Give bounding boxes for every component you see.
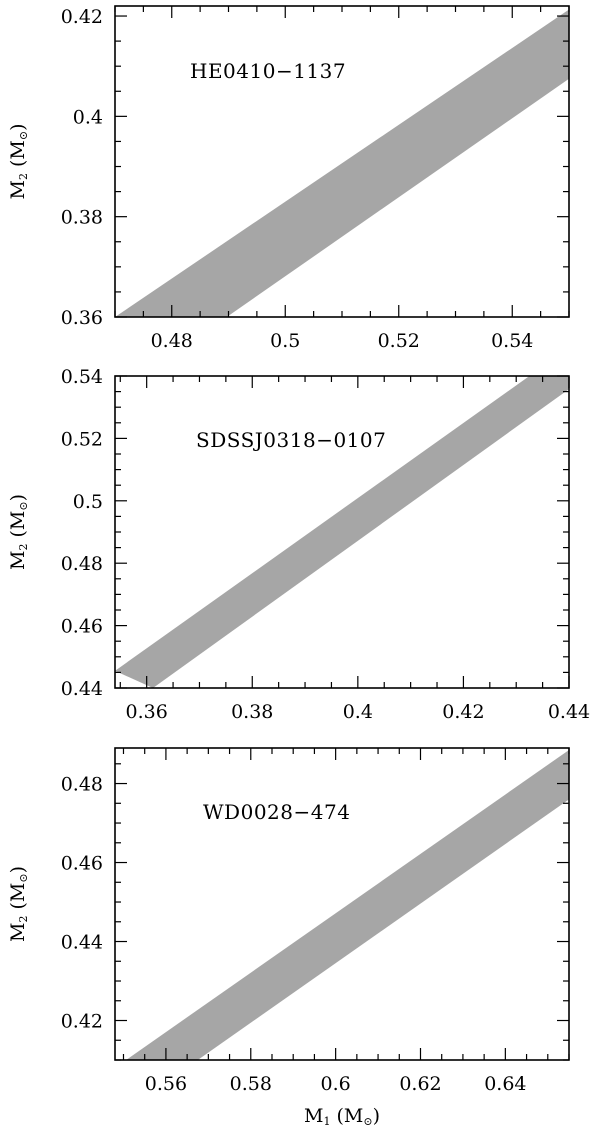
y-tick-label: 0.5 (73, 491, 103, 513)
plot-frame (114, 375, 570, 689)
panel-3: 0.56 0.58 0.6 0.62 0.64 0.42 0.44 0.46 0.48 WD002… (7, 747, 570, 1128)
axis-title-part: ) (373, 1105, 380, 1127)
y-tick-label: 0.44 (61, 678, 103, 700)
axis-title-part: ) (7, 123, 29, 130)
x-tick-label: 0.6 (321, 1073, 351, 1095)
x-tick-label: 0.42 (442, 701, 484, 723)
y-tick-label: 0.48 (61, 774, 103, 796)
y-tick-label: 0.54 (61, 366, 103, 388)
plot-frame (114, 5, 570, 318)
y-axis-title: M2 (M⊙) (7, 123, 30, 199)
y-tick-label: 0.38 (61, 207, 103, 229)
panel-2: 0.36 0.38 0.4 0.42 0.44 0.44 0.46 0.48 0.5 0.52 0.… (7, 366, 590, 723)
star-name-label: SDSSJ0318−0107 (196, 428, 386, 452)
y-tick-label: 0.44 (61, 932, 103, 954)
axis-title-part: ⊙ (17, 873, 30, 882)
x-tick-label: 0.4 (343, 701, 373, 723)
axis-title-part: ⊙ (17, 501, 30, 510)
x-tick-label: 0.62 (399, 1073, 441, 1095)
y-axis-title: M2 (M⊙) (7, 866, 30, 942)
x-tick-label: 0.56 (145, 1073, 187, 1095)
axis-title-part: 2 (17, 916, 30, 923)
x-tick-label: 0.5 (270, 330, 300, 352)
x-tick-label: 0.44 (548, 701, 590, 723)
axis-title-part: M (7, 180, 29, 199)
x-tick-label: 0.36 (126, 701, 168, 723)
y-tick-label: 0.4 (73, 106, 103, 128)
mass-band (115, 376, 569, 688)
y-tick-label: 0.48 (61, 553, 103, 575)
y-axis-title: M2 (M⊙) (7, 494, 30, 570)
x-axis-title: M1 (M⊙) (304, 1105, 380, 1128)
axis-title-part: ⊙ (363, 1115, 372, 1128)
axis-title-part: (M (7, 140, 29, 173)
y-tick-label: 0.46 (61, 616, 103, 638)
y-tick-label: 0.36 (61, 307, 103, 329)
axis-title-part: (M (7, 511, 29, 544)
axis-title-part: 1 (323, 1115, 330, 1128)
plot-frame (114, 747, 570, 1061)
axis-title-part: M (7, 551, 29, 570)
x-tick-label: 0.52 (378, 330, 420, 352)
y-tick-label: 0.46 (61, 853, 103, 875)
axis-title-part: ⊙ (17, 131, 30, 140)
axis-title-part: ) (7, 866, 29, 873)
y-tick-label: 0.42 (61, 1011, 103, 1033)
axis-title-part: M (7, 923, 29, 942)
axis-title-part: ) (7, 494, 29, 501)
axis-title-part: 2 (17, 173, 30, 180)
x-tick-label: 0.64 (484, 1073, 526, 1095)
star-name-label: HE0410−1137 (190, 59, 346, 83)
axis-title-part: M (304, 1105, 323, 1127)
panel-1: 0.48 0.5 0.52 0.54 0.36 0.38 0.4 0.42 HE0410−113… (7, 5, 570, 352)
axis-title-part: (M (330, 1105, 363, 1127)
mass-band (115, 9, 569, 317)
y-tick-label: 0.42 (61, 6, 103, 28)
y-tick-label: 0.52 (61, 428, 103, 450)
axis-title-part: 2 (17, 544, 30, 551)
mass-band (126, 749, 569, 1060)
x-tick-label: 0.38 (231, 701, 273, 723)
axis-title-part: (M (7, 883, 29, 916)
ticks (114, 6, 570, 318)
star-name-label: WD0028−474 (203, 800, 350, 824)
ticks (115, 748, 570, 1061)
x-tick-label: 0.54 (491, 330, 533, 352)
x-tick-label: 0.48 (151, 330, 193, 352)
x-tick-label: 0.58 (230, 1073, 272, 1095)
